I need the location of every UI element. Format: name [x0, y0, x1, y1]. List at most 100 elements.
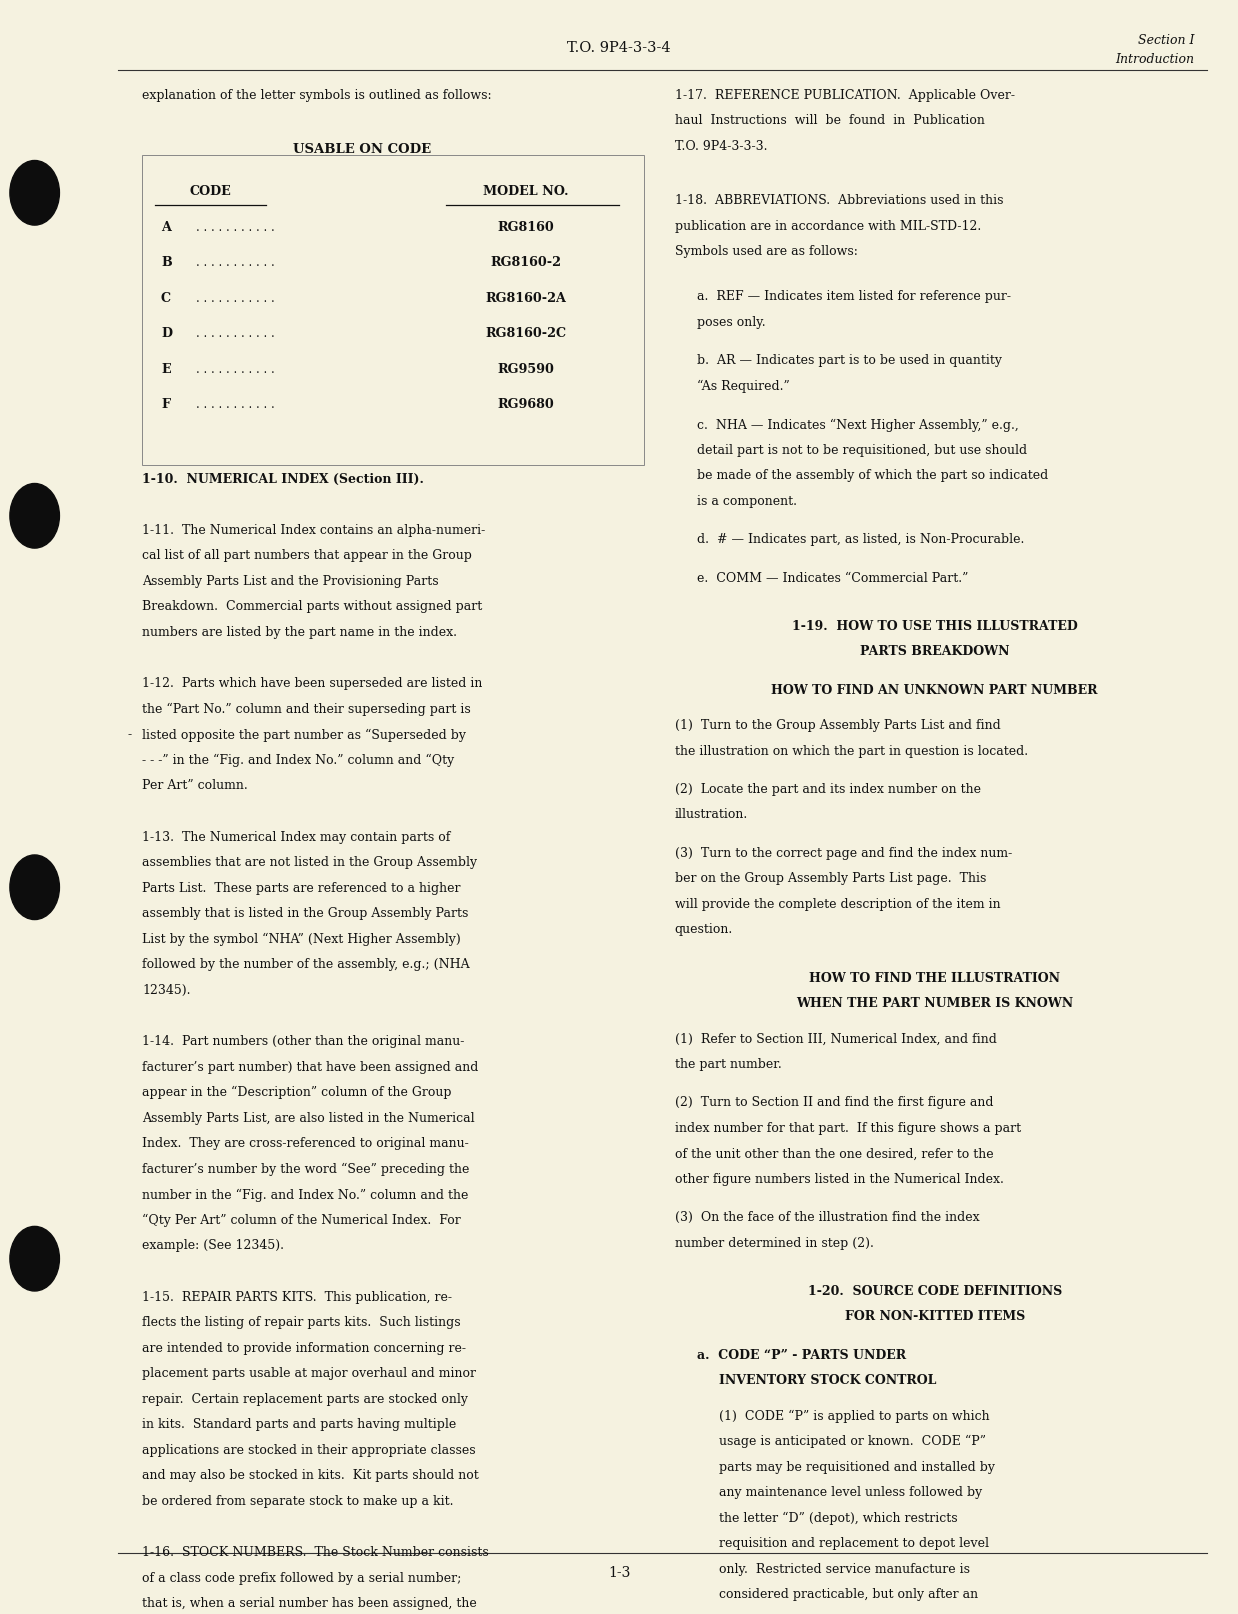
Text: is a component.: is a component.	[697, 494, 797, 507]
Text: e.  COMM — Indicates “Commercial Part.”: e. COMM — Indicates “Commercial Part.”	[697, 571, 968, 584]
Text: (2)  Turn to Section II and find the first figure and: (2) Turn to Section II and find the firs…	[675, 1096, 993, 1109]
Text: requisition and replacement to depot level: requisition and replacement to depot lev…	[719, 1537, 989, 1549]
Text: Index.  They are cross-referenced to original manu-: Index. They are cross-referenced to orig…	[142, 1136, 469, 1149]
Text: of a class code prefix followed by a serial number;: of a class code prefix followed by a ser…	[142, 1570, 462, 1583]
Text: assemblies that are not listed in the Group Assembly: assemblies that are not listed in the Gr…	[142, 855, 478, 868]
Circle shape	[10, 855, 59, 920]
Text: (1)  Turn to the Group Assembly Parts List and find: (1) Turn to the Group Assembly Parts Lis…	[675, 718, 1000, 731]
Bar	[142, 157, 644, 466]
Text: poses only.: poses only.	[697, 316, 765, 329]
Text: Section I: Section I	[1138, 34, 1195, 47]
Text: facturer’s number by the word “See” preceding the: facturer’s number by the word “See” prec…	[142, 1162, 469, 1175]
Text: are intended to provide information concerning re-: are intended to provide information conc…	[142, 1341, 467, 1354]
Text: placement parts usable at major overhaul and minor: placement parts usable at major overhaul…	[142, 1367, 477, 1380]
Text: Parts List.  These parts are referenced to a higher: Parts List. These parts are referenced t…	[142, 881, 461, 894]
Text: Introduction: Introduction	[1115, 53, 1195, 66]
Text: a.  CODE “P” - PARTS UNDER: a. CODE “P” - PARTS UNDER	[697, 1348, 906, 1361]
Text: RG8160-2: RG8160-2	[490, 257, 562, 270]
Text: that is, when a serial number has been assigned, the: that is, when a serial number has been a…	[142, 1596, 477, 1609]
Text: 1-13.  The Numerical Index may contain parts of: 1-13. The Numerical Index may contain pa…	[142, 830, 451, 843]
Text: PARTS BREAKDOWN: PARTS BREAKDOWN	[860, 646, 1009, 659]
Text: 1-17.  REFERENCE PUBLICATION.  Applicable Over-: 1-17. REFERENCE PUBLICATION. Applicable …	[675, 89, 1015, 102]
Text: E: E	[161, 363, 171, 376]
Text: WHEN THE PART NUMBER IS KNOWN: WHEN THE PART NUMBER IS KNOWN	[796, 996, 1073, 1009]
Circle shape	[10, 161, 59, 226]
Text: 1-15.  REPAIR PARTS KITS.  This publication, re-: 1-15. REPAIR PARTS KITS. This publicatio…	[142, 1290, 452, 1302]
Text: RG8160: RG8160	[498, 221, 555, 234]
Text: D: D	[161, 328, 172, 341]
Text: flects the listing of repair parts kits.  Such listings: flects the listing of repair parts kits.…	[142, 1315, 461, 1328]
Text: FOR NON-KITTED ITEMS: FOR NON-KITTED ITEMS	[844, 1309, 1025, 1322]
Text: be ordered from separate stock to make up a kit.: be ordered from separate stock to make u…	[142, 1495, 454, 1507]
Text: (3)  On the face of the illustration find the index: (3) On the face of the illustration find…	[675, 1210, 979, 1223]
Circle shape	[10, 484, 59, 549]
Text: . . . . . . . . . . .: . . . . . . . . . . .	[196, 399, 275, 412]
Text: A: A	[161, 221, 171, 234]
Text: the part number.: the part number.	[675, 1057, 781, 1070]
Text: RG9590: RG9590	[498, 363, 555, 376]
Text: will provide the complete description of the item in: will provide the complete description of…	[675, 897, 1000, 910]
Text: be made of the assembly of which the part so indicated: be made of the assembly of which the par…	[697, 470, 1049, 483]
Text: ber on the Group Assembly Parts List page.  This: ber on the Group Assembly Parts List pag…	[675, 872, 987, 884]
Circle shape	[10, 1227, 59, 1291]
Text: number determined in step (2).: number determined in step (2).	[675, 1236, 874, 1249]
Text: the “Part No.” column and their superseding part is: the “Part No.” column and their supersed…	[142, 702, 472, 715]
Text: Symbols used are as follows:: Symbols used are as follows:	[675, 245, 858, 258]
Text: (2)  Locate the part and its index number on the: (2) Locate the part and its index number…	[675, 783, 980, 796]
Text: listed opposite the part number as “Superseded by: listed opposite the part number as “Supe…	[142, 728, 467, 741]
Text: 1-10.  NUMERICAL INDEX (Section III).: 1-10. NUMERICAL INDEX (Section III).	[142, 473, 425, 486]
Text: assembly that is listed in the Group Assembly Parts: assembly that is listed in the Group Ass…	[142, 907, 469, 920]
Text: USABLE ON CODE: USABLE ON CODE	[293, 144, 431, 157]
Text: 12345).: 12345).	[142, 983, 191, 996]
Text: in kits.  Standard parts and parts having multiple: in kits. Standard parts and parts having…	[142, 1417, 457, 1430]
Text: Per Art” column.: Per Art” column.	[142, 780, 248, 792]
Text: explanation of the letter symbols is outlined as follows:: explanation of the letter symbols is out…	[142, 89, 491, 102]
Text: HOW TO FIND AN UNKNOWN PART NUMBER: HOW TO FIND AN UNKNOWN PART NUMBER	[771, 683, 1098, 696]
Text: and may also be stocked in kits.  Kit parts should not: and may also be stocked in kits. Kit par…	[142, 1469, 479, 1482]
Text: the illustration on which the part in question is located.: the illustration on which the part in qu…	[675, 744, 1028, 757]
Text: 1-11.  The Numerical Index contains an alpha-numeri-: 1-11. The Numerical Index contains an al…	[142, 523, 485, 536]
Text: 1-12.  Parts which have been superseded are listed in: 1-12. Parts which have been superseded a…	[142, 676, 483, 689]
Text: 1-20.  SOURCE CODE DEFINITIONS: 1-20. SOURCE CODE DEFINITIONS	[807, 1285, 1062, 1298]
Text: 1-18.  ABBREVIATIONS.  Abbreviations used in this: 1-18. ABBREVIATIONS. Abbreviations used …	[675, 194, 1003, 207]
Text: . . . . . . . . . . .: . . . . . . . . . . .	[196, 221, 275, 234]
Text: (3)  Turn to the correct page and find the index num-: (3) Turn to the correct page and find th…	[675, 846, 1011, 859]
Text: followed by the number of the assembly, e.g.; (NHA: followed by the number of the assembly, …	[142, 957, 470, 970]
Text: “As Required.”: “As Required.”	[697, 379, 790, 392]
Text: c.  NHA — Indicates “Next Higher Assembly,” e.g.,: c. NHA — Indicates “Next Higher Assembly…	[697, 418, 1019, 431]
Text: T.O. 9P4-3-3-4: T.O. 9P4-3-3-4	[567, 42, 671, 55]
Text: CODE: CODE	[189, 186, 232, 199]
Text: appear in the “Description” column of the Group: appear in the “Description” column of th…	[142, 1086, 452, 1099]
Text: B: B	[161, 257, 172, 270]
Text: 1-3: 1-3	[608, 1566, 630, 1578]
Text: HOW TO FIND THE ILLUSTRATION: HOW TO FIND THE ILLUSTRATION	[810, 972, 1060, 985]
Text: illustration.: illustration.	[675, 809, 748, 822]
Text: haul  Instructions  will  be  found  in  Publication: haul Instructions will be found in Publi…	[675, 115, 984, 128]
Text: Assembly Parts List, are also listed in the Numerical: Assembly Parts List, are also listed in …	[142, 1110, 475, 1123]
Text: 1-16.  STOCK NUMBERS.  The Stock Number consists: 1-16. STOCK NUMBERS. The Stock Number co…	[142, 1545, 489, 1558]
Text: of the unit other than the one desired, refer to the: of the unit other than the one desired, …	[675, 1146, 993, 1159]
Text: . . . . . . . . . . .: . . . . . . . . . . .	[196, 292, 275, 305]
Text: . . . . . . . . . . .: . . . . . . . . . . .	[196, 363, 275, 376]
Text: only.  Restricted service manufacture is: only. Restricted service manufacture is	[719, 1562, 971, 1575]
Text: detail part is not to be requisitioned, but use should: detail part is not to be requisitioned, …	[697, 444, 1028, 457]
Text: (1)  CODE “P” is applied to parts on which: (1) CODE “P” is applied to parts on whic…	[719, 1409, 990, 1422]
Text: T.O. 9P4-3-3-3.: T.O. 9P4-3-3-3.	[675, 140, 768, 153]
Text: -: -	[128, 728, 131, 741]
Text: (1)  Refer to Section III, Numerical Index, and find: (1) Refer to Section III, Numerical Inde…	[675, 1031, 997, 1044]
Text: considered practicable, but only after an: considered practicable, but only after a…	[719, 1587, 978, 1599]
Text: Breakdown.  Commercial parts without assigned part: Breakdown. Commercial parts without assi…	[142, 600, 483, 613]
Text: a.  REF — Indicates item listed for reference pur-: a. REF — Indicates item listed for refer…	[697, 291, 1011, 303]
Text: F: F	[161, 399, 170, 412]
Text: repair.  Certain replacement parts are stocked only: repair. Certain replacement parts are st…	[142, 1391, 468, 1404]
Text: other figure numbers listed in the Numerical Index.: other figure numbers listed in the Numer…	[675, 1172, 1004, 1185]
Text: applications are stocked in their appropriate classes: applications are stocked in their approp…	[142, 1443, 475, 1456]
Text: . . . . . . . . . . .: . . . . . . . . . . .	[196, 328, 275, 341]
Text: RG8160-2A: RG8160-2A	[485, 292, 567, 305]
Text: cal list of all part numbers that appear in the Group: cal list of all part numbers that appear…	[142, 549, 472, 562]
Text: the letter “D” (depot), which restricts: the letter “D” (depot), which restricts	[719, 1511, 958, 1524]
Text: b.  AR — Indicates part is to be used in quantity: b. AR — Indicates part is to be used in …	[697, 353, 1002, 366]
Text: List by the symbol “NHA” (Next Higher Assembly): List by the symbol “NHA” (Next Higher As…	[142, 933, 461, 946]
Text: facturer’s part number) that have been assigned and: facturer’s part number) that have been a…	[142, 1060, 479, 1073]
Text: . . . . . . . . . . .: . . . . . . . . . . .	[196, 257, 275, 270]
